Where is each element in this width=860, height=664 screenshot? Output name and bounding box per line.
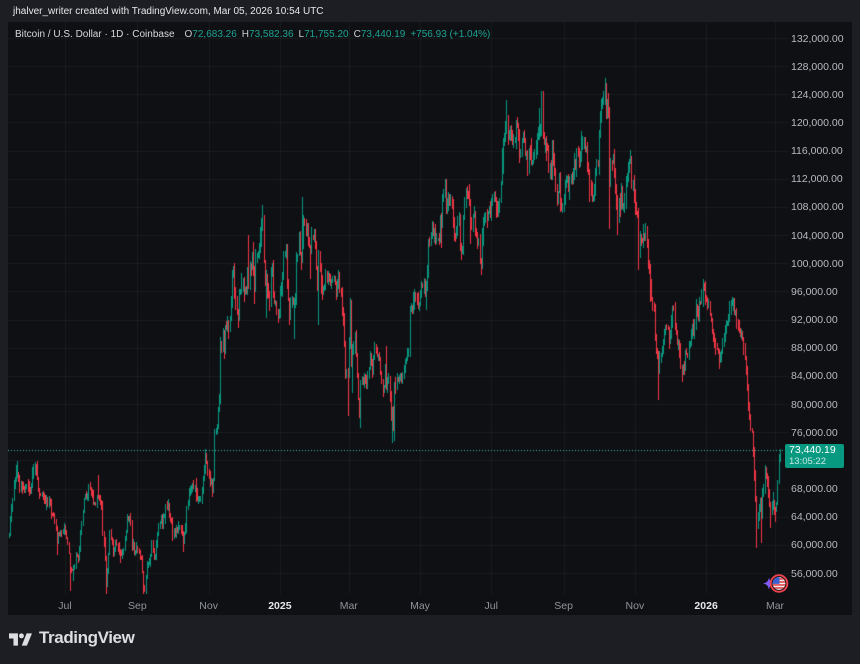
- time-tick-label: Nov: [625, 600, 645, 612]
- price-tick-label: 56,000.00: [791, 567, 838, 580]
- price-tick-label: 88,000.00: [791, 342, 838, 355]
- us-flag-icon: [769, 574, 789, 593]
- tradingview-logo-icon[interactable]: [9, 632, 32, 647]
- price-tick-label: 116,000.00: [791, 145, 843, 158]
- sparkle-icon: [762, 577, 776, 590]
- high-label: H: [241, 29, 250, 40]
- price-tick-label: 64,000.00: [791, 511, 838, 524]
- close-label: C: [353, 29, 361, 40]
- price-tick-label: 108,000.00: [791, 201, 844, 214]
- price-tick-label: 100,000.00: [791, 257, 844, 270]
- time-tick-label: Jul: [58, 600, 72, 612]
- price-tick-label: 80,000.00: [791, 398, 838, 411]
- chart-widget[interactable]: Bitcoin / U.S. Dollar · 1D · Coinbase O72…: [8, 22, 852, 615]
- time-tick-label: Sep: [128, 600, 147, 612]
- high-value: 73,582.36: [249, 29, 294, 40]
- price-tick-label: 132,000.00: [791, 32, 844, 45]
- price-tick-label: 96,000.00: [791, 285, 838, 298]
- time-tick-label: Mar: [339, 600, 358, 612]
- time-tick-label: Sep: [554, 600, 573, 612]
- current-price-value: 73,440.19: [789, 444, 836, 456]
- bar-countdown: 13:05:22: [789, 456, 826, 467]
- price-tick-label: 92,000.00: [791, 314, 838, 327]
- time-tick-label: May: [410, 600, 430, 612]
- footer-bar: TradingView: [0, 615, 860, 664]
- time-tick-label: Mar: [765, 600, 785, 612]
- price-tick-label: 124,000.00: [791, 88, 844, 101]
- attribution-text: jhalver_writer created with TradingView.…: [13, 6, 324, 17]
- symbol-title[interactable]: Bitcoin / U.S. Dollar · 1D · Coinbase: [15, 29, 175, 40]
- candlestick-canvas[interactable]: [8, 22, 789, 594]
- price-tick-label: 104,000.00: [791, 229, 844, 242]
- low-label: L: [298, 29, 305, 40]
- time-tick-label: 2025: [268, 600, 292, 612]
- price-tick-label: 120,000.00: [791, 116, 844, 129]
- time-tick-label: Jul: [484, 600, 498, 612]
- price-tick-label: 60,000.00: [791, 539, 838, 552]
- time-tick-label: 2026: [694, 600, 718, 612]
- close-value: 73,440.19: [360, 29, 406, 40]
- price-tick-label: 128,000.00: [791, 60, 844, 73]
- open-value: 72,683.26: [192, 29, 237, 40]
- low-value: 71,755.20: [304, 29, 349, 40]
- change-value: +756.93 (+1.04%): [410, 29, 491, 40]
- price-tick-label: 112,000.00: [791, 173, 843, 186]
- chart-legend[interactable]: Bitcoin / U.S. Dollar · 1D · Coinbase O72…: [15, 28, 490, 42]
- current-price-badge: 73,440.19 13:05:22: [785, 444, 844, 468]
- tradingview-wordmark[interactable]: TradingView: [39, 628, 135, 647]
- open-label: O: [184, 29, 193, 40]
- price-tick-label: 76,000.00: [791, 426, 838, 439]
- price-tick-label: 68,000.00: [791, 483, 838, 496]
- us-economic-event-icon[interactable]: [761, 573, 791, 595]
- time-tick-label: Nov: [199, 600, 218, 612]
- price-tick-label: 84,000.00: [791, 370, 838, 383]
